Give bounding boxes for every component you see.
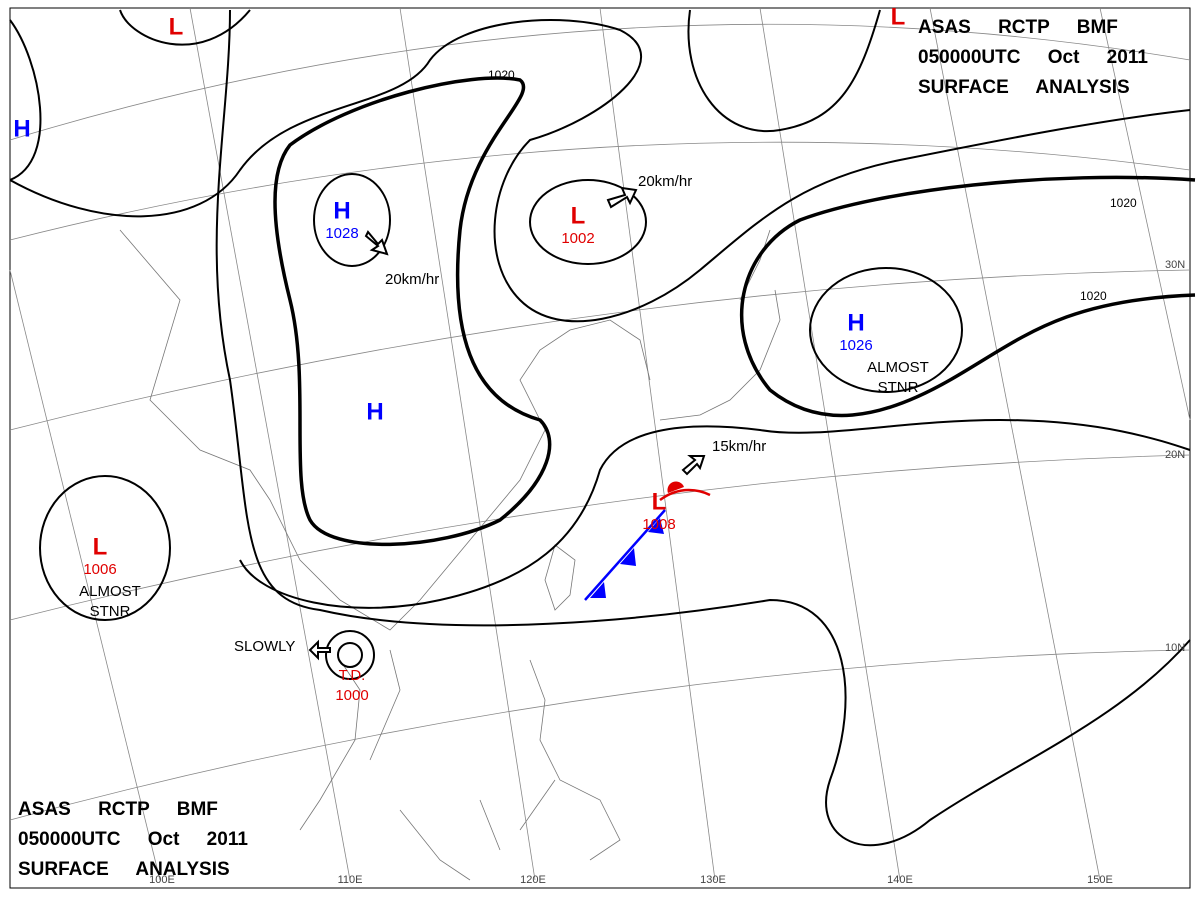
borneo — [399, 799, 501, 881]
motion-label: 15km/hr — [712, 438, 766, 455]
isobar — [529, 179, 647, 265]
coastline — [299, 649, 401, 831]
system-pressure: 1026 — [839, 337, 872, 354]
latitude-line — [9, 454, 1191, 621]
isobar-label: 1020 — [1080, 289, 1107, 303]
latitude-label: 10N — [1165, 642, 1185, 654]
motion-label: 20km/hr — [385, 271, 439, 288]
coastlines — [119, 229, 781, 881]
fronts — [584, 481, 711, 601]
system-pressure: 1000 — [335, 687, 368, 704]
motion-arrow — [308, 639, 331, 661]
motion-label: SLOWLY — [234, 638, 295, 655]
motion-arrow — [681, 455, 706, 476]
longitude-line — [189, 7, 351, 881]
system-symbol: H — [333, 197, 350, 224]
latitude-label: 20N — [1165, 449, 1185, 461]
system-symbol: H — [366, 398, 383, 425]
longitude-label: 100E — [149, 874, 175, 886]
system-symbol: H — [847, 309, 864, 336]
isobar — [273, 76, 552, 547]
map-frame — [9, 7, 1191, 889]
longitude-line — [9, 269, 161, 881]
longitude-line — [759, 7, 901, 881]
longitude-label: 140E — [887, 874, 913, 886]
system-symbol: L — [93, 533, 108, 560]
motion-arrow — [364, 230, 389, 256]
header-line: 050000UTC Oct 2011 — [18, 829, 248, 850]
isobar — [9, 19, 42, 181]
system-pressure: 1002 — [561, 230, 594, 247]
isobar-label: 1020 — [488, 68, 515, 82]
isobar — [687, 9, 881, 133]
header-line: SURFACE ANALYSIS — [18, 859, 230, 880]
longitude-line — [1099, 7, 1191, 421]
system-symbol: L — [571, 202, 586, 229]
isobar — [313, 173, 391, 267]
system-pressure: 1008 — [642, 516, 675, 533]
motion-arrow — [606, 186, 638, 209]
isobars — [9, 9, 1196, 847]
isobar — [809, 267, 963, 393]
isobar-label: 1020 — [1110, 196, 1137, 210]
latitude-line — [9, 269, 1191, 431]
warm-front — [659, 488, 711, 502]
isobar — [119, 9, 251, 46]
motion-label: 20km/hr — [638, 173, 692, 190]
isobar — [325, 630, 375, 680]
philippines — [519, 659, 621, 861]
isobar — [39, 475, 171, 621]
longitude-label: 150E — [1087, 874, 1113, 886]
system-symbol: L — [891, 3, 906, 30]
longitude-label: 130E — [700, 874, 726, 886]
system-symbol: L — [652, 488, 667, 515]
system-note: ALMOST — [79, 583, 141, 600]
header-line: 050000UTC Oct 2011 — [918, 47, 1148, 68]
system-note: ALMOST — [867, 359, 929, 376]
labels: ASAS RCTP BMF 050000UTC Oct 2011 SURFACE A… — [13, 3, 1185, 886]
isobar — [739, 175, 1196, 418]
longitude-line — [399, 7, 536, 881]
latitude-line — [9, 649, 1191, 821]
cold-front-symbol — [590, 518, 664, 598]
cold-front — [584, 509, 666, 601]
latitude-line — [9, 23, 1191, 141]
isobar — [239, 418, 1191, 609]
motion-arrows — [308, 186, 706, 661]
system-symbol: T.D. — [339, 667, 366, 684]
taiwan — [544, 544, 576, 611]
system-note: STNR — [90, 603, 131, 620]
isobar — [9, 19, 1191, 323]
latitude-line — [9, 141, 1191, 241]
isobar — [337, 642, 363, 668]
graticule — [9, 7, 1191, 881]
system-pressure: 1028 — [325, 225, 358, 242]
header-line: SURFACE ANALYSIS — [918, 77, 1130, 98]
longitude-label: 110E — [338, 874, 363, 886]
system-pressure: 1006 — [83, 561, 116, 578]
system-symbol: H — [13, 115, 30, 142]
latitude-label: 30N — [1165, 259, 1185, 271]
header-line: ASAS RCTP BMF — [18, 799, 218, 820]
coastline — [119, 229, 651, 631]
longitude-line — [599, 7, 716, 881]
warm-front-symbol — [667, 481, 684, 493]
system-note: STNR — [878, 379, 919, 396]
system-symbol: L — [169, 13, 184, 40]
header-line: ASAS RCTP BMF — [918, 17, 1118, 38]
longitude-label: 120E — [520, 874, 546, 886]
isobar — [215, 9, 1191, 847]
